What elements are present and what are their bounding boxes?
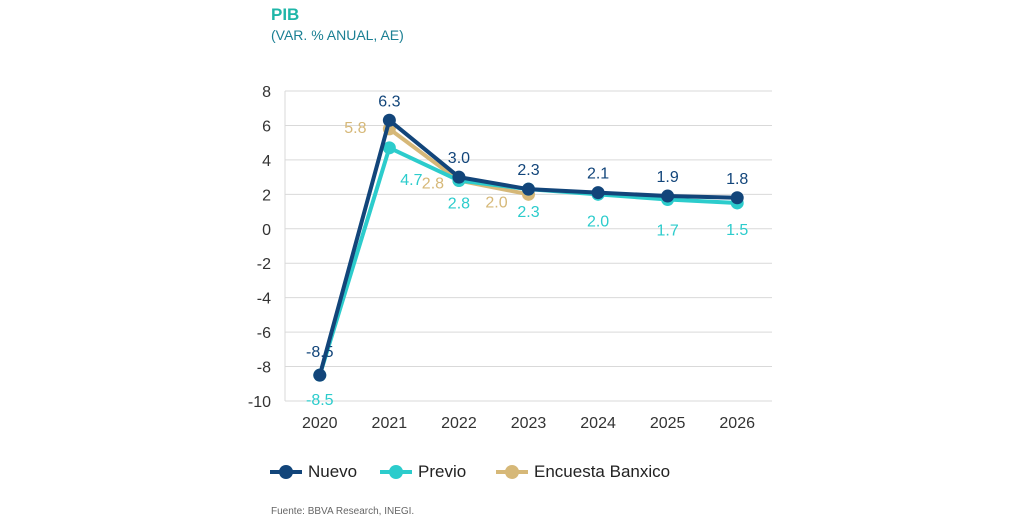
- x-tick-label: 2021: [372, 415, 408, 432]
- legend-label-nuevo: Nuevo: [308, 462, 358, 481]
- y-tick-label: -4: [257, 291, 271, 308]
- data-label-encuesta-banxico: 5.8: [344, 120, 366, 137]
- data-point-nuevo: [591, 186, 605, 200]
- x-tick-label: 2025: [650, 415, 686, 432]
- series-line-nuevo: [317, 118, 738, 376]
- legend-marker-encuesta-banxico: [496, 465, 528, 479]
- data-label-encuesta-banxico: 2.0: [485, 194, 507, 211]
- data-label-nuevo: 1.9: [657, 169, 679, 186]
- data-label-nuevo: -8.5: [306, 344, 334, 361]
- legend-label-encuesta-banxico: Encuesta Banxico: [534, 462, 671, 481]
- data-point-nuevo: [313, 368, 327, 382]
- legend-label-previo: Previo: [418, 462, 467, 481]
- y-tick-label: 0: [262, 222, 271, 239]
- data-point-nuevo: [661, 189, 675, 203]
- x-tick-label: 2022: [441, 415, 477, 432]
- data-label-encuesta-banxico: 2.8: [422, 176, 444, 193]
- y-tick-label: -6: [257, 325, 271, 342]
- legend-marker-nuevo: [270, 465, 302, 479]
- y-tick-label: 8: [262, 84, 271, 101]
- x-tick-label: 2023: [511, 415, 547, 432]
- legend-item-encuesta-banxico: Encuesta Banxico: [494, 462, 670, 482]
- data-point-nuevo: [522, 182, 535, 196]
- y-tick-label: 2: [262, 187, 271, 204]
- legend-marker-previo: [380, 465, 412, 479]
- x-tick-label: 2024: [580, 415, 616, 432]
- data-point-nuevo: [730, 191, 744, 205]
- y-tick-label: -10: [248, 394, 271, 411]
- data-label-previo: 1.7: [657, 223, 679, 240]
- chart-title: PIB: [271, 5, 300, 24]
- data-label-nuevo: 2.1: [587, 166, 609, 183]
- data-label-previo: -8.5: [306, 392, 334, 409]
- data-point-previo: [382, 141, 396, 155]
- legend-item-previo: Previo: [378, 462, 466, 482]
- data-point-nuevo: [382, 113, 396, 127]
- x-tick-label: 2026: [719, 415, 755, 432]
- data-label-nuevo: 3.0: [448, 150, 470, 167]
- data-label-previo: 2.0: [587, 213, 609, 230]
- y-tick-label: 6: [262, 118, 271, 135]
- legend-item-nuevo: Nuevo: [268, 462, 357, 482]
- data-label-previo: 4.7: [400, 172, 422, 189]
- source-note: Fuente: BBVA Research, INEGI.: [271, 506, 415, 517]
- data-label-nuevo: 1.8: [726, 171, 748, 188]
- y-tick-label: -8: [257, 360, 271, 377]
- y-tick-label: 4: [262, 153, 271, 170]
- data-label-nuevo: 6.3: [378, 93, 400, 110]
- chart-subtitle: (VAR. % ANUAL, AE): [271, 27, 404, 43]
- x-tick-label: 2020: [302, 415, 338, 432]
- data-label-previo: 2.8: [448, 196, 470, 213]
- data-label-previo: 2.3: [517, 204, 539, 221]
- data-point-nuevo: [452, 170, 466, 184]
- data-label-previo: 1.5: [726, 222, 748, 239]
- line-chart: 8 6 4 2 0 -2 -4 -6 -8 -10 2020 2021 2022 2023 2024 2025…: [248, 84, 772, 432]
- data-label-nuevo: 2.3: [517, 162, 539, 179]
- y-tick-label: -2: [257, 256, 271, 273]
